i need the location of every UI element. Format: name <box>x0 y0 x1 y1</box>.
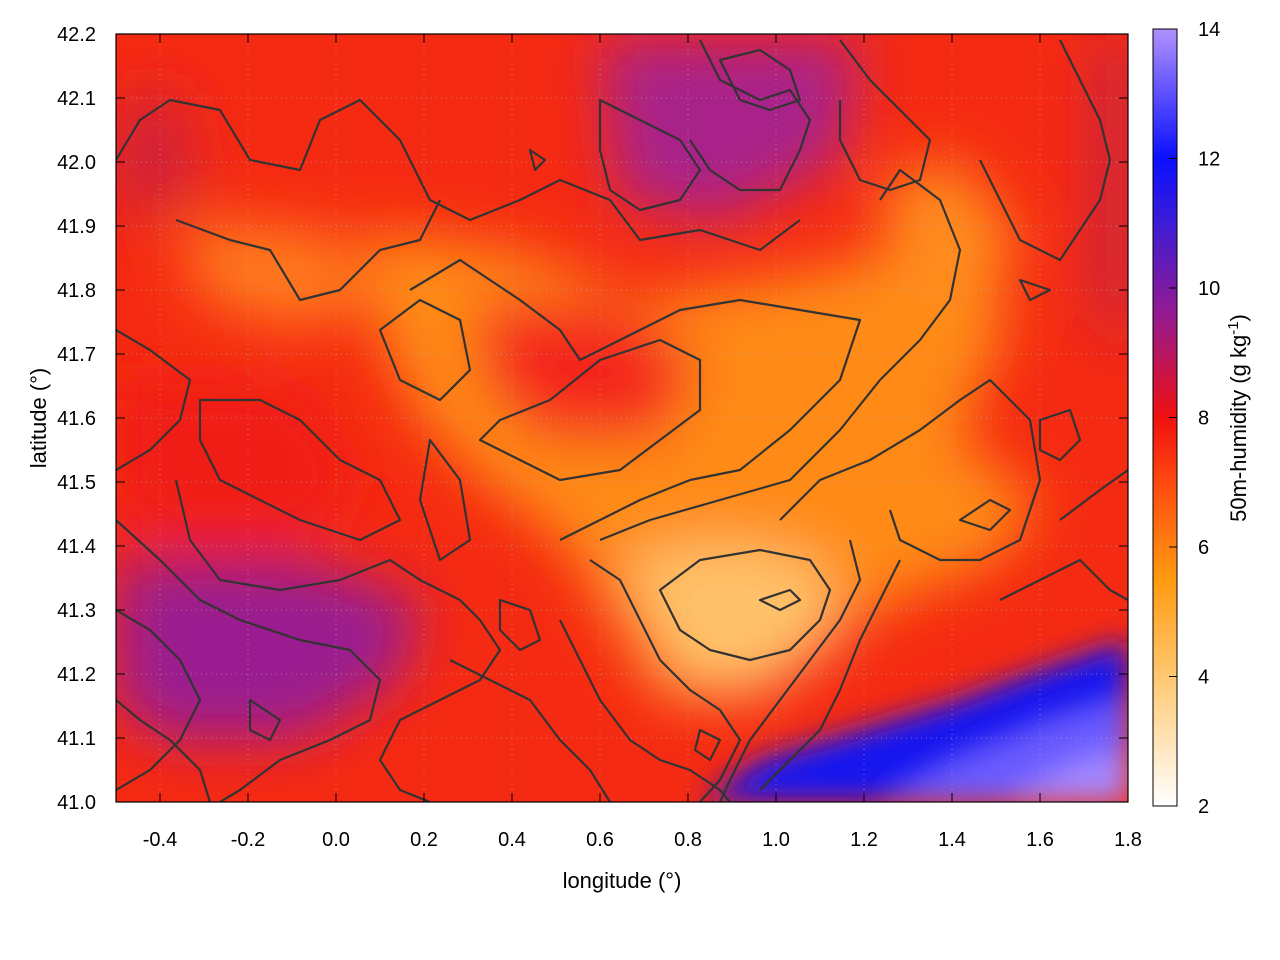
x-tick-label: 1.0 <box>762 829 790 851</box>
y-tick-label: 42.1 <box>57 88 96 110</box>
contour-line <box>174 479 502 802</box>
colorbar-tick-label: 4 <box>1198 667 1209 689</box>
contour-line <box>718 539 862 802</box>
contour-line <box>116 329 192 471</box>
colorbar-tick-label: 6 <box>1198 537 1209 559</box>
y-axis-label: latitude (°) <box>26 368 51 469</box>
contour-line <box>838 39 932 192</box>
contour-line <box>589 559 742 802</box>
contour-line <box>718 48 802 112</box>
contour-line <box>175 199 441 302</box>
contour-line <box>198 398 402 542</box>
contour-line <box>559 619 731 802</box>
contour-line <box>999 558 1128 601</box>
contour-line <box>478 338 702 482</box>
contour-line <box>758 588 802 612</box>
contour-line <box>1018 278 1052 302</box>
contour-line <box>116 609 202 791</box>
y-tick-label: 41.6 <box>57 408 96 430</box>
x-tick-label: 0.6 <box>586 829 614 851</box>
y-tick-label: 41.0 <box>57 792 96 814</box>
y-tick-label: 41.1 <box>57 728 96 750</box>
contour-line <box>116 519 382 802</box>
contour-line <box>378 298 472 402</box>
contour-line <box>979 39 1112 262</box>
x-tick-label: -0.2 <box>231 829 265 851</box>
x-tick-label: 1.6 <box>1026 829 1054 851</box>
contour-line <box>598 98 702 212</box>
x-tick-label: 1.8 <box>1114 829 1142 851</box>
y-tick-label: 41.8 <box>57 280 96 302</box>
contour-line <box>116 98 801 252</box>
colorbar-tick-label: 10 <box>1198 278 1220 300</box>
contour-line <box>418 438 472 562</box>
contour-line <box>1059 469 1128 521</box>
grid-lines <box>116 34 1128 802</box>
colorbar: 2 4 6 8 10 12 14 50m-humidity (g kg-1) <box>1152 19 1251 818</box>
contour-line <box>248 698 282 742</box>
x-tick-label: 1.4 <box>938 829 966 851</box>
contour-line <box>779 378 1042 562</box>
contour-line <box>759 559 901 791</box>
y-tick-label: 41.4 <box>57 536 96 558</box>
contour-line <box>409 258 862 541</box>
x-tick-label: -0.4 <box>143 829 177 851</box>
x-axis-label: longitude (°) <box>563 868 682 893</box>
contour-lines <box>116 39 1128 802</box>
y-tick-label: 41.3 <box>57 600 96 622</box>
contour-line <box>498 598 542 652</box>
heatmap-field <box>116 34 1128 802</box>
y-tick-label: 42.0 <box>57 152 96 174</box>
x-axis: -0.4 -0.2 0.0 0.2 0.4 0.6 0.8 1.0 1.2 1.4 1.6 1.8 <box>143 34 1142 851</box>
contour-line <box>689 39 812 192</box>
x-tick-label: 0.4 <box>498 829 526 851</box>
colorbar-label-end: ) <box>1226 314 1251 321</box>
contour-line <box>116 699 212 802</box>
contour-line <box>449 659 611 802</box>
colorbar-ticks: 2 4 6 8 10 12 14 <box>1169 19 1220 818</box>
colorbar-label-main: 50m-humidity (g kg <box>1226 335 1251 522</box>
contour-line <box>958 498 1012 532</box>
x-tick-label: 0.2 <box>410 829 438 851</box>
y-tick-label: 42.2 <box>57 24 96 46</box>
colorbar-label: 50m-humidity (g kg-1) <box>1225 314 1251 522</box>
contour-line <box>693 728 722 762</box>
colorbar-tick-label: 8 <box>1198 408 1209 430</box>
y-axis: 41.0 41.1 41.2 41.3 41.4 41.5 41.6 41.7 41.8 41.9… <box>57 24 1128 814</box>
x-tick-label: 1.2 <box>850 829 878 851</box>
y-tick-label: 41.9 <box>57 216 96 238</box>
x-tick-label: 0.0 <box>322 829 350 851</box>
contour-line <box>599 168 962 542</box>
colorbar-tick-label: 2 <box>1198 796 1209 818</box>
y-tick-label: 41.2 <box>57 664 96 686</box>
x-tick-label: 0.8 <box>674 829 702 851</box>
colorbar-label-sup: -1 <box>1225 321 1242 334</box>
contour-line <box>1038 408 1082 462</box>
y-tick-label: 41.5 <box>57 472 96 494</box>
contour-line <box>528 148 547 172</box>
contour-line <box>658 548 832 662</box>
y-tick-label: 41.7 <box>57 344 96 366</box>
colorbar-tick-label: 12 <box>1198 149 1220 171</box>
colorbar-tick-label: 14 <box>1198 19 1220 41</box>
